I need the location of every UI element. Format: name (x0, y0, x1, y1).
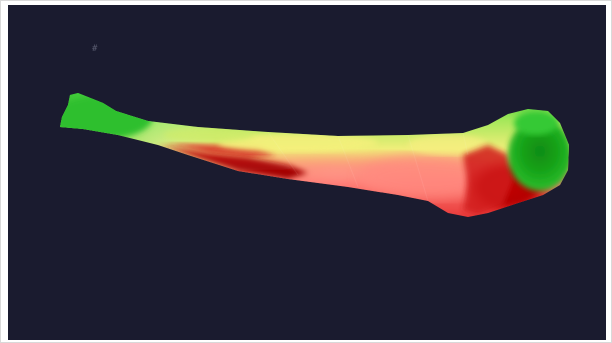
3d-viewport[interactable]: # (8, 5, 606, 340)
bone-mesh-render (60, 93, 569, 217)
orientation-marker-icon: # (92, 44, 98, 54)
